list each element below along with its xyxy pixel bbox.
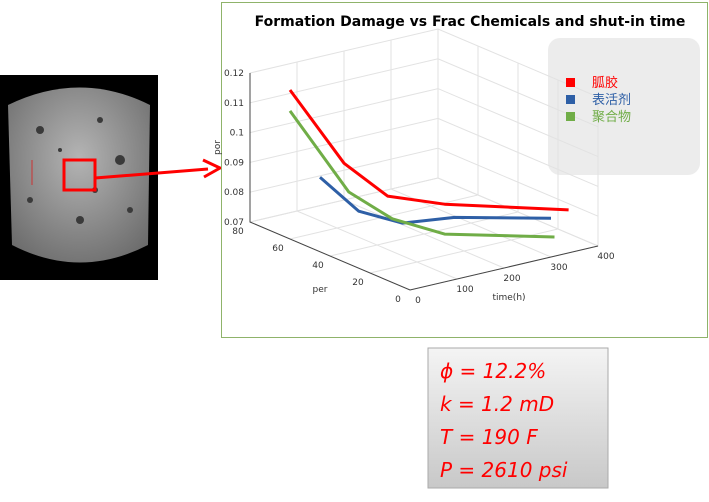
y-tick-label: 0 (395, 295, 401, 305)
highlight-box (62, 158, 97, 192)
property: P = 2610 psi (440, 458, 568, 482)
legend-label: 胍胶 (592, 75, 618, 91)
x-axis-label: time(h) (492, 293, 525, 303)
z-tick-label: 0.08 (224, 188, 244, 198)
y-tick-label: 40 (312, 261, 324, 271)
arrow (94, 167, 209, 180)
legend-swatch (566, 95, 575, 104)
z-tick-label: 0.1 (230, 129, 244, 139)
grid-line (249, 58, 599, 128)
grid-line (249, 88, 599, 158)
property: T = 190 F (440, 425, 538, 449)
x-tick-label: 100 (456, 285, 473, 295)
arrow-head (202, 158, 224, 179)
legend-swatch (566, 112, 575, 121)
property: k = 1.2 mD (440, 392, 554, 416)
x-tick-label: 300 (550, 263, 567, 273)
legend-label: 表活剂 (592, 93, 631, 108)
legend-label: 聚合物 (592, 110, 631, 125)
properties-box (427, 347, 609, 489)
z-axis-label: por (213, 140, 223, 155)
series-line (288, 89, 569, 212)
y-axis-label: per (313, 285, 328, 295)
z-tick-label: 0.09 (224, 158, 244, 168)
grid-line (249, 28, 599, 98)
axis-line (249, 73, 599, 291)
x-tick-label: 200 (503, 274, 520, 284)
y-tick-label: 80 (232, 227, 244, 237)
series-line (288, 110, 555, 239)
y-tick-label: 60 (272, 244, 284, 254)
x-tick-label: 0 (415, 296, 421, 306)
z-tick-label: 0.07 (224, 218, 244, 228)
chart-title: Formation Damage vs Frac Chemicals and s… (255, 14, 686, 30)
legend-box (548, 38, 700, 175)
x-tick-label: 400 (597, 252, 614, 262)
legend-swatch (566, 78, 575, 87)
property: ϕ = 12.2% (440, 359, 546, 383)
z-tick-label: 0.12 (224, 69, 244, 79)
grid-line (249, 117, 599, 187)
z-tick-label: 0.11 (224, 99, 244, 109)
y-tick-label: 20 (352, 278, 364, 288)
grid-line (249, 147, 599, 217)
grid-line (249, 177, 599, 247)
